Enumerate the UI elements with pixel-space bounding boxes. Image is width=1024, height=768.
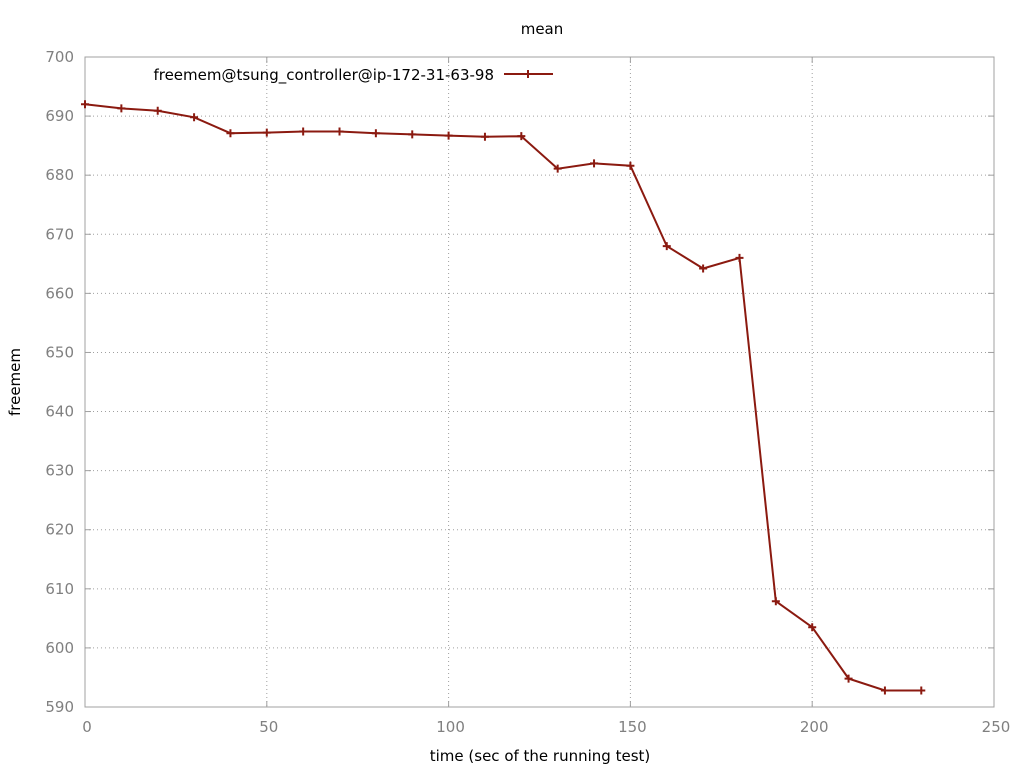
x-tick-label: 150 bbox=[618, 718, 647, 736]
plot-frame bbox=[84, 56, 995, 708]
data-point bbox=[662, 242, 671, 251]
x-tick-label: 200 bbox=[800, 718, 829, 736]
grid bbox=[85, 57, 994, 707]
series-line bbox=[84, 103, 922, 692]
y-tick-label: 680 bbox=[45, 166, 74, 184]
y-tick-label: 650 bbox=[45, 343, 74, 361]
data-point bbox=[735, 253, 744, 262]
y-tick-label: 670 bbox=[45, 225, 74, 243]
chart-title: mean bbox=[521, 20, 564, 38]
data-point bbox=[444, 131, 453, 140]
data-point bbox=[771, 597, 780, 606]
data-point bbox=[480, 132, 489, 141]
y-tick-label: 690 bbox=[45, 107, 74, 125]
data-point bbox=[226, 129, 235, 138]
data-point bbox=[626, 161, 635, 170]
data-point bbox=[917, 686, 926, 695]
data-point bbox=[699, 264, 708, 273]
y-tick-label: 660 bbox=[45, 284, 74, 302]
data-point bbox=[808, 623, 817, 632]
data-point bbox=[81, 100, 89, 109]
data-point bbox=[880, 686, 889, 695]
legend: freemem@tsung_controller@ip-172-31-63-98 bbox=[153, 66, 553, 85]
data-point bbox=[335, 127, 344, 136]
data-point bbox=[553, 164, 562, 173]
x-axis-ticks: 0 50 100 150 200 250 bbox=[82, 57, 1010, 736]
data-point bbox=[117, 104, 126, 113]
data-point bbox=[517, 132, 526, 141]
y-tick-label: 640 bbox=[45, 403, 74, 421]
x-axis-title: time (sec of the running test) bbox=[430, 747, 651, 765]
y-tick-label: 620 bbox=[45, 521, 74, 539]
y-axis-title: freemem bbox=[6, 348, 24, 416]
data-point bbox=[844, 674, 853, 683]
data-point bbox=[190, 113, 199, 122]
data-point bbox=[153, 106, 162, 115]
x-tick-label: 250 bbox=[982, 718, 1011, 736]
legend-swatch-marker bbox=[524, 70, 532, 78]
y-tick-label: 610 bbox=[45, 580, 74, 598]
y-tick-label: 590 bbox=[45, 698, 74, 716]
y-tick-label: 630 bbox=[45, 462, 74, 480]
data-point bbox=[408, 130, 417, 139]
data-point bbox=[371, 129, 380, 138]
data-point bbox=[262, 128, 271, 137]
data-point bbox=[590, 159, 599, 168]
x-tick-label: 100 bbox=[436, 718, 465, 736]
y-tick-label: 700 bbox=[45, 48, 74, 66]
y-axis-ticks: 590 600 610 620 630 640 650 660 670 680 690 700 bbox=[45, 48, 994, 716]
data-point bbox=[299, 127, 308, 136]
x-tick-label: 0 bbox=[82, 718, 92, 736]
legend-label: freemem@tsung_controller@ip-172-31-63-98 bbox=[153, 66, 494, 85]
y-tick-label: 600 bbox=[45, 639, 74, 657]
x-tick-label: 50 bbox=[259, 718, 278, 736]
series-group bbox=[81, 100, 926, 695]
